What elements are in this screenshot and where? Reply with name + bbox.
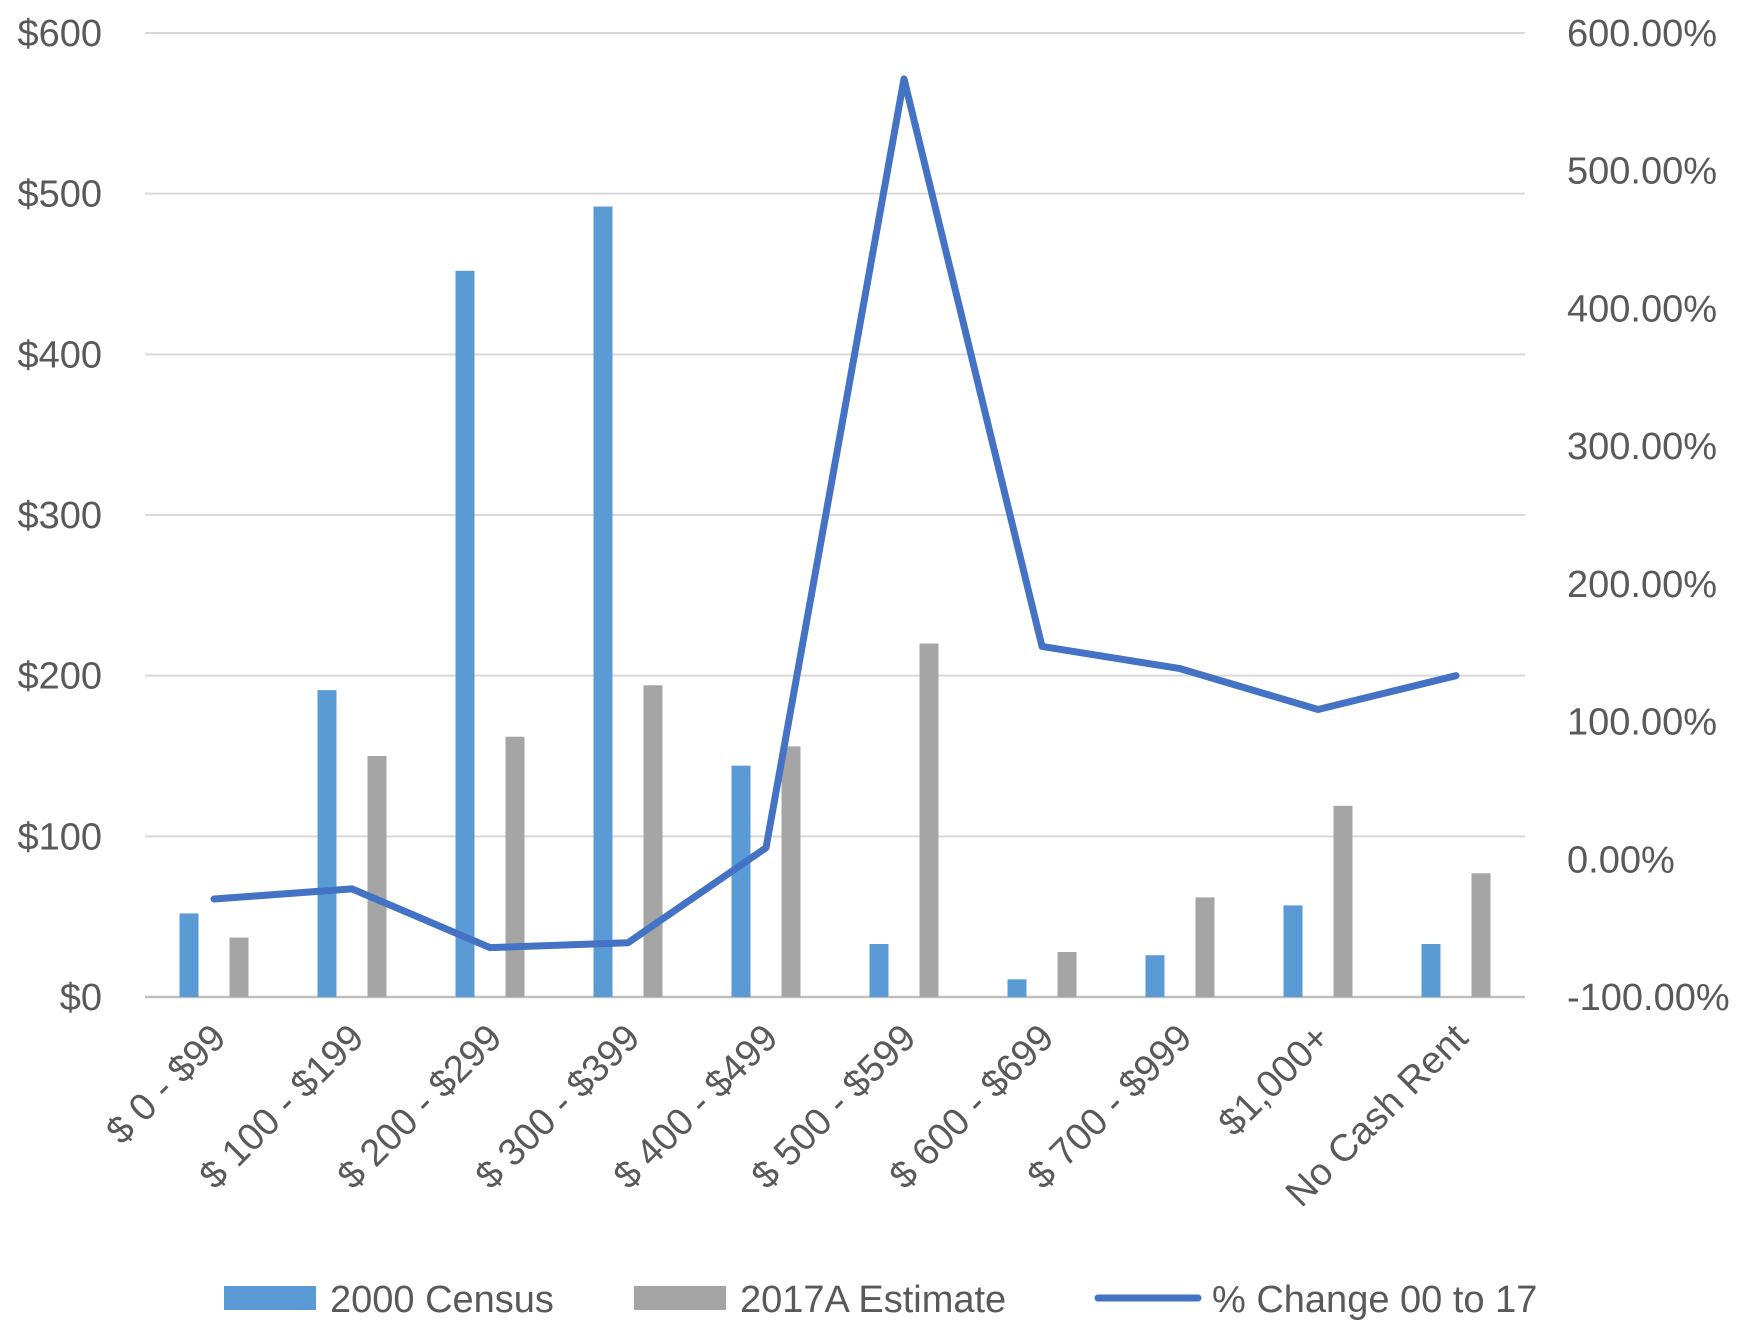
bar-2017a-estimate xyxy=(1058,952,1077,997)
bar-2000-census xyxy=(456,271,475,997)
right-axis-tick-label: 200.00% xyxy=(1567,564,1717,606)
bar-2000-census xyxy=(1146,955,1165,997)
bar-2017a-estimate xyxy=(506,737,525,997)
legend-label: 2000 Census xyxy=(330,1279,554,1321)
bar-2017a-estimate xyxy=(1196,897,1215,997)
bar-2000-census xyxy=(180,913,199,997)
x-axis-category-label: $1,000+ xyxy=(1211,1017,1339,1145)
legend-swatch xyxy=(634,1286,726,1310)
legend-swatch xyxy=(224,1286,316,1310)
right-axis-tick-label: 500.00% xyxy=(1567,151,1717,193)
x-axis-labels: $ 0 - $99$ 100 - $199$ 200 - $299$ 300 -… xyxy=(99,1016,1477,1215)
bar-2000-census xyxy=(870,944,889,997)
right-axis-tick-label: 0.00% xyxy=(1567,839,1675,881)
bar-2017a-estimate xyxy=(1472,873,1491,997)
line--change-00-to-17 xyxy=(214,79,1456,948)
line-series xyxy=(214,79,1456,948)
bar-2017a-estimate xyxy=(782,746,801,997)
bar-2000-census xyxy=(1422,944,1441,997)
right-axis-labels: -100.00% 0.00% 100.00% 200.00% 300.00% 400.00… xyxy=(1567,13,1730,1019)
right-axis-tick-label: -100.00% xyxy=(1567,977,1730,1019)
bar-2000-census xyxy=(318,690,337,997)
left-axis-tick-label: $400 xyxy=(17,334,102,376)
bar-2000-census xyxy=(1008,979,1027,997)
left-axis-tick-label: $500 xyxy=(17,174,102,216)
left-axis-tick-label: $600 xyxy=(17,13,102,55)
right-axis-tick-label: 100.00% xyxy=(1567,702,1717,744)
bar-2000-census xyxy=(732,766,751,997)
bar-2000-census xyxy=(1284,905,1303,997)
bar-2017a-estimate xyxy=(644,685,663,997)
bar-2017a-estimate xyxy=(368,756,387,997)
legend-label: 2017A Estimate xyxy=(740,1279,1006,1321)
legend: 2000 Census 2017A Estimate % Change 00 to … xyxy=(224,1279,1537,1321)
bars xyxy=(180,207,1491,997)
left-axis-tick-label: $200 xyxy=(17,656,102,698)
right-axis-tick-label: 400.00% xyxy=(1567,288,1717,330)
left-axis-labels: $0 $100 $200 $300 $400 $500 $600 xyxy=(17,13,102,1019)
bar-2000-census xyxy=(594,207,613,997)
left-axis-tick-label: $100 xyxy=(17,816,102,858)
left-axis-tick-label: $0 xyxy=(60,977,102,1019)
gridlines xyxy=(145,33,1525,997)
bar-2017a-estimate xyxy=(1334,806,1353,997)
legend-label: % Change 00 to 17 xyxy=(1212,1279,1537,1321)
x-axis-category-label: $ 0 - $99 xyxy=(99,1017,235,1153)
right-axis-tick-label: 300.00% xyxy=(1567,426,1717,468)
bar-2017a-estimate xyxy=(230,938,249,997)
left-axis-tick-label: $300 xyxy=(17,495,102,537)
bar-2017a-estimate xyxy=(920,644,939,997)
right-axis-tick-label: 600.00% xyxy=(1567,13,1717,55)
